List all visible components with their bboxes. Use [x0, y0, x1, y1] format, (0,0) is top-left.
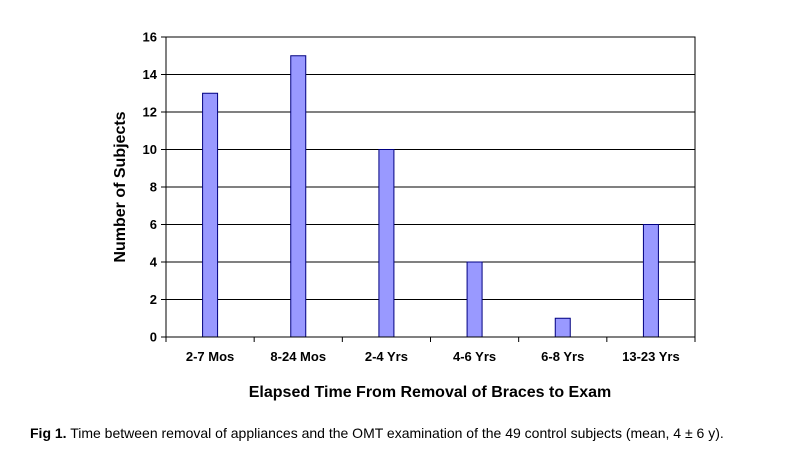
- y-tick-label: 0: [150, 330, 157, 345]
- bar-chart: 0 2 4 6 8 10 12 14 16 2-7 Mos 8-24 Mos 2-4 Yrs 4-6 …: [112, 30, 696, 401]
- bar-1: [290, 55, 307, 338]
- bar-2: [378, 149, 395, 338]
- x-tick-labels: 2-7 Mos 8-24 Mos 2-4 Yrs 4-6 Yrs 6-8 Yrs 13-2…: [186, 349, 680, 364]
- y-tick-label: 4: [150, 255, 158, 270]
- figure-label: Fig 1.: [30, 425, 67, 441]
- y-tick-label: 2: [150, 292, 157, 307]
- figure-caption: Fig 1. Time between removal of appliance…: [30, 424, 790, 443]
- caption-text: Time between removal of appliances and t…: [70, 425, 724, 441]
- bar-4: [554, 317, 571, 338]
- x-tick-label: 13-23 Yrs: [622, 349, 680, 364]
- bar-5: [642, 224, 659, 338]
- y-tick-label: 8: [150, 180, 157, 195]
- y-tick-label: 12: [143, 105, 157, 120]
- x-tick-label: 8-24 Mos: [270, 349, 326, 364]
- x-axis-title: Elapsed Time From Removal of Braces to E…: [249, 384, 612, 401]
- bar-3: [466, 261, 483, 338]
- bar-0: [202, 92, 219, 338]
- bars: [202, 55, 659, 338]
- y-tick-labels: 0 2 4 6 8 10 12 14 16: [143, 30, 158, 345]
- x-tick-label: 2-7 Mos: [186, 349, 234, 364]
- x-tick-label: 6-8 Yrs: [541, 349, 584, 364]
- y-tick-label: 6: [150, 217, 157, 232]
- x-tick-label: 2-4 Yrs: [365, 349, 408, 364]
- y-tick-label: 10: [143, 142, 157, 157]
- y-axis-title: Number of Subjects: [112, 111, 129, 262]
- gridlines: [166, 74, 695, 300]
- x-tick-label: 4-6 Yrs: [453, 349, 496, 364]
- y-tick-label: 16: [143, 30, 157, 45]
- y-tick-label: 14: [143, 67, 158, 82]
- axes: [161, 36, 696, 342]
